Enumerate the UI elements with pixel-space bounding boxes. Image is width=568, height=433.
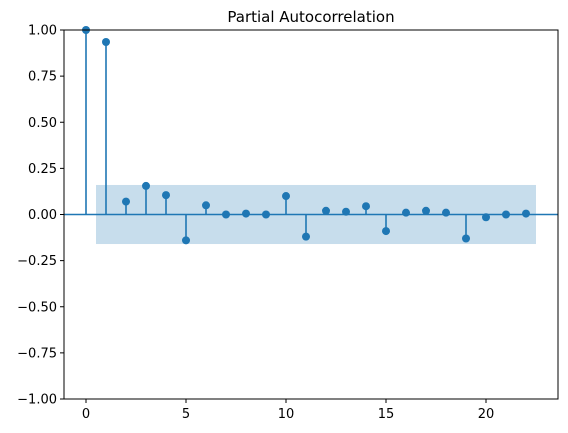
stem-marker-lag-14: [362, 202, 370, 211]
stem-marker-lag-2: [122, 197, 130, 206]
stem-marker-lag-6: [202, 201, 210, 210]
y-tick-label: 1.00: [28, 24, 57, 39]
y-tick-label: −1.00: [17, 393, 57, 408]
stem-marker-lag-8: [242, 209, 250, 218]
x-tick-label: 15: [378, 407, 395, 422]
stem-marker-lag-18: [442, 208, 450, 217]
y-tick-label: 0.25: [28, 162, 57, 177]
stem-marker-lag-5: [182, 236, 190, 245]
x-axis: 0 5 10 15 20: [82, 399, 494, 422]
stem-marker-lag-12: [322, 206, 330, 215]
x-tick-label: 5: [182, 407, 190, 422]
stem-marker-lag-20: [482, 213, 490, 222]
stem-marker-lag-13: [342, 207, 350, 216]
x-tick-label: 20: [478, 407, 495, 422]
x-tick-label: 10: [278, 407, 295, 422]
y-tick-label: 0.00: [28, 208, 57, 223]
stem-marker-lag-4: [162, 191, 170, 200]
stem-marker-lag-3: [142, 181, 150, 190]
stem-marker-lag-15: [382, 227, 390, 236]
stem-marker-lag-7: [222, 210, 230, 219]
y-axis: −1.00 −0.75 −0.50 −0.25 0.00 0.25 0.50 0.75 1.00: [17, 24, 64, 408]
stem-marker-lag-21: [502, 210, 510, 219]
y-tick-label: 0.75: [28, 70, 57, 85]
x-tick-label: 0: [82, 407, 90, 422]
stem-marker-lag-19: [462, 234, 470, 243]
stem-marker-lag-22: [522, 209, 530, 218]
y-tick-label: −0.75: [17, 346, 57, 361]
stem-marker-lag-17: [422, 206, 430, 215]
stem-marker-lag-1: [102, 37, 110, 46]
stem-marker-lag-16: [402, 208, 410, 217]
stem-marker-lag-9: [262, 210, 270, 219]
y-tick-label: 0.50: [28, 116, 57, 131]
stem-marker-lag-11: [302, 232, 310, 241]
stem-marker-lag-10: [282, 192, 290, 201]
plot-area: [63, 26, 559, 400]
y-tick-label: −0.25: [17, 254, 57, 269]
chart-title: Partial Autocorrelation: [227, 8, 394, 26]
y-tick-label: −0.50: [17, 300, 57, 315]
